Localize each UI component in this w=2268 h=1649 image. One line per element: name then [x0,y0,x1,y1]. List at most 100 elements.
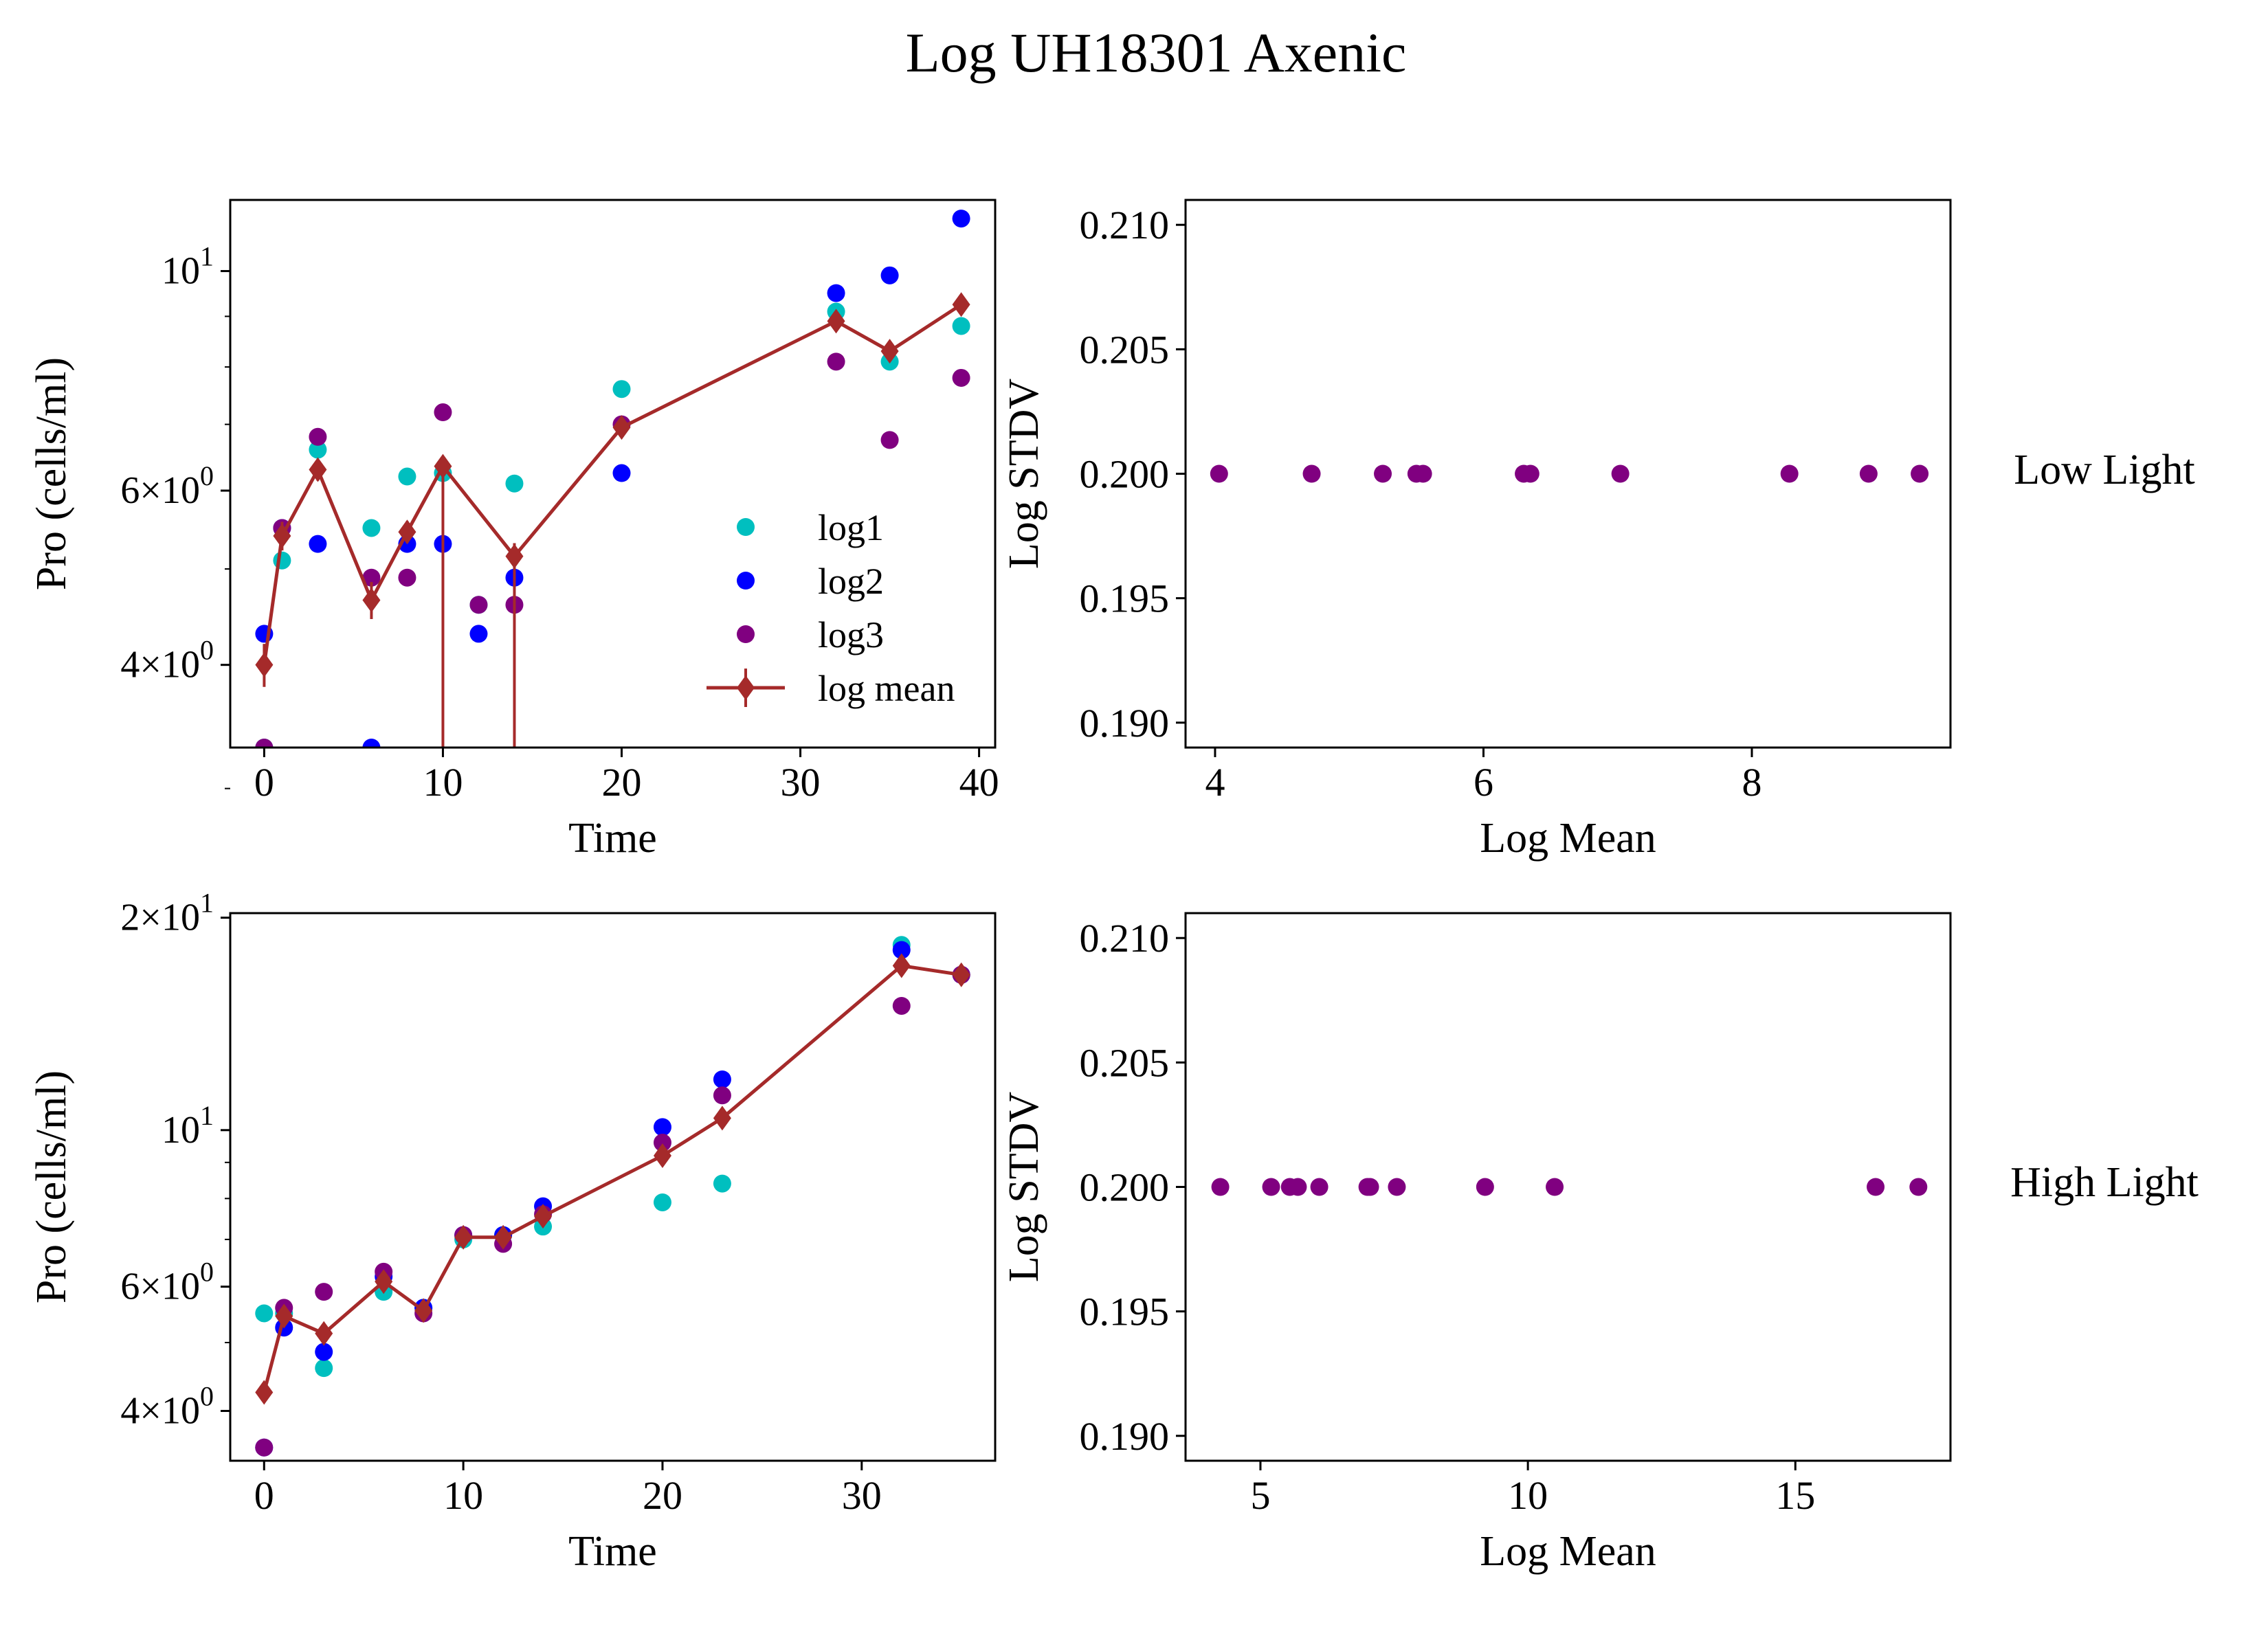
point-log2 [713,1070,731,1088]
y-tick-label: 4×100 [120,1381,214,1433]
point-log3 [653,1134,671,1152]
legend-swatch-log2 [737,572,755,590]
point-log2 [880,266,899,284]
point-log1 [273,551,291,570]
legend-label: log mean [818,668,955,709]
mean-marker [362,587,381,613]
point-log3 [255,739,274,748]
point-log1 [255,1304,274,1323]
y-tick-label: 6×100 [120,1257,214,1308]
plot-data [255,936,970,1457]
point-stdv [1859,464,1878,483]
y-tick-label: 0.190 [1080,1414,1170,1459]
point-stdv [1521,464,1539,483]
y-tick-label: 0.195 [1080,576,1170,621]
plot-data [1210,464,1929,483]
point-log2 [362,739,381,748]
point-log3 [255,1438,274,1457]
x-tick-label: 0 [254,1473,274,1518]
x-tick-label: 6 [1474,760,1493,805]
legend-label: log3 [818,614,884,655]
mean-marker [892,953,911,978]
point-log3 [309,427,327,446]
mean-line [262,303,962,666]
panel-label-low-light: Low Light [2014,447,2194,493]
y-tick-label: 0.200 [1080,452,1170,497]
point-log3 [713,1086,731,1105]
mean-marker [255,1380,274,1405]
x-tick-label: 10 [423,760,463,805]
legend-swatch-log3 [737,625,755,643]
y-tick-label: 0.210 [1080,203,1170,247]
legend: log1 log2 log3 log mean [707,507,955,709]
mean-marker [375,1269,393,1294]
point-stdv [1909,1178,1928,1196]
point-log3 [827,352,845,371]
point-log3 [434,403,452,422]
chart-top-right: 4 6 8 0.190 0.195 0.200 0.205 0.210 Log Mean Log … [1001,199,1952,862]
point-log1 [713,1174,731,1193]
x-tick-label: 5 [1250,1473,1270,1518]
mean-marker [414,1298,433,1323]
point-log3 [362,568,381,587]
x-tick-label: 10 [443,1473,483,1518]
figure-title: Log UH18301 Axenic [906,21,1407,84]
point-stdv [1414,464,1432,483]
plot-frame [1184,912,1952,1462]
point-stdv [1211,1178,1230,1196]
mean-marker [255,652,274,677]
point-log3 [469,596,488,614]
mean-marker [434,453,452,479]
y-tick-label: 101 [162,1100,214,1152]
point-stdv [1476,1178,1494,1196]
x-tick-label: 30 [781,760,821,805]
mean-marker [505,543,524,569]
x-tick-label: 20 [602,760,642,805]
plot-data [255,210,970,748]
legend-swatch-log1 [737,518,755,536]
point-log1 [612,380,631,399]
x-tick-label: 10 [1508,1473,1548,1518]
legend-label: log1 [818,507,884,548]
panel-label-high-light: High Light [2010,1159,2199,1206]
mean-marker [309,457,327,482]
point-stdv [1210,464,1228,483]
plot-frame [229,912,997,1462]
point-log1 [309,440,327,459]
point-stdv [1262,1178,1280,1196]
point-log2 [952,210,970,228]
mean-marker [315,1321,333,1346]
plot-data [1211,1178,1928,1196]
y-axis-label: Pro (cells/ml) [28,357,75,590]
y-tick-label: 6×100 [120,460,214,512]
mean-marker [880,339,899,364]
point-log3 [398,568,416,587]
y-tick-label: 101 [162,241,214,293]
y-axis-label: Log STDV [1001,1092,1047,1283]
mean-marker [713,1106,731,1131]
point-stdv [1611,464,1630,483]
x-axis-label: Log Mean [1480,1528,1656,1575]
mean-marker [952,292,970,317]
point-stdv [1310,1178,1328,1196]
mean-marker [827,309,845,334]
mean-marker [653,1143,671,1169]
chart-bottom-left: 0 10 20 30 4×100 6×100 101 2×101 Time Pro (cells/… [28,888,997,1575]
legend-label: log2 [818,561,884,602]
plot-frame [229,199,997,749]
point-log1 [505,474,524,493]
y-tick-label: 4×100 [120,635,214,686]
mean-marker [494,1224,513,1250]
point-log2 [612,464,631,482]
plot-frame [1184,199,1952,749]
chart-top-left: 0 10 20 30 40 4×100 6×100 101 Time Pro (cells/ml)… [28,199,999,862]
x-tick-label: 20 [643,1473,682,1518]
y-tick-label: 0.210 [1080,916,1170,961]
point-stdv [1302,464,1321,483]
mean-marker [454,1224,473,1250]
point-stdv [1374,464,1392,483]
point-log1 [398,467,416,486]
point-log2 [469,625,488,643]
